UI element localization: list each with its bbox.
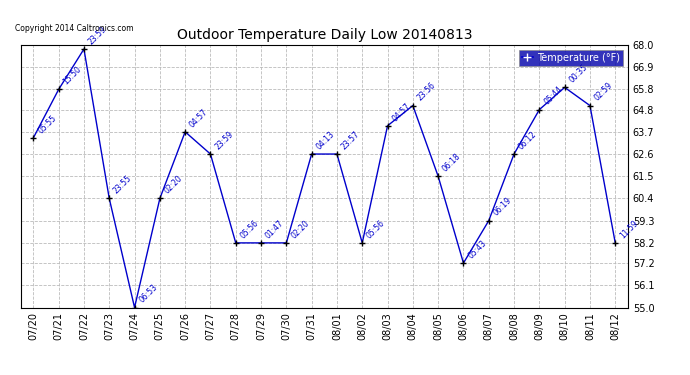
Text: 23:55: 23:55 xyxy=(112,174,134,196)
Text: 06:53: 06:53 xyxy=(137,283,159,305)
Legend: Temperature (°F): Temperature (°F) xyxy=(519,50,623,66)
Text: 05:43: 05:43 xyxy=(466,238,488,260)
Text: 05:56: 05:56 xyxy=(239,218,260,240)
Text: 15:50: 15:50 xyxy=(61,65,83,87)
Text: 04:57: 04:57 xyxy=(391,101,412,123)
Text: 06:12: 06:12 xyxy=(517,129,539,151)
Text: 23:59: 23:59 xyxy=(87,24,108,46)
Text: 11:59: 11:59 xyxy=(618,218,640,240)
Text: 23:59: 23:59 xyxy=(213,129,235,151)
Text: 02:59: 02:59 xyxy=(593,81,615,103)
Text: 02:20: 02:20 xyxy=(163,174,184,196)
Text: 05:55: 05:55 xyxy=(36,113,58,135)
Title: Outdoor Temperature Daily Low 20140813: Outdoor Temperature Daily Low 20140813 xyxy=(177,28,472,42)
Text: 01:47: 01:47 xyxy=(264,218,286,240)
Text: 04:57: 04:57 xyxy=(188,107,210,129)
Text: 05:56: 05:56 xyxy=(365,218,387,240)
Text: 04:13: 04:13 xyxy=(315,129,336,151)
Text: 00:35: 00:35 xyxy=(567,63,589,85)
Text: 06:19: 06:19 xyxy=(491,196,513,218)
Text: 23:57: 23:57 xyxy=(339,129,362,151)
Text: 23:56: 23:56 xyxy=(415,81,437,103)
Text: 06:18: 06:18 xyxy=(441,152,463,174)
Text: 02:20: 02:20 xyxy=(289,218,311,240)
Text: Copyright 2014 Caltronics.com: Copyright 2014 Caltronics.com xyxy=(14,24,133,33)
Text: 05:44: 05:44 xyxy=(542,85,564,107)
